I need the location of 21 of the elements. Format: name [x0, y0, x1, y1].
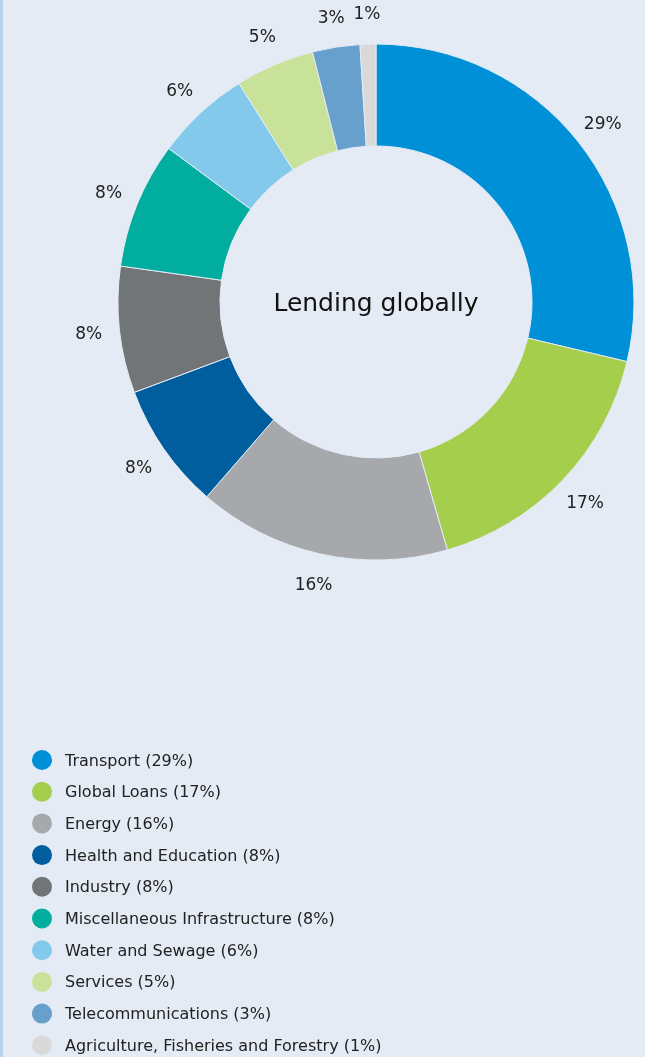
data-label: 17% — [566, 491, 604, 512]
legend-label: Global Loans (17%) — [65, 782, 221, 802]
data-label: 29% — [583, 112, 622, 133]
legend-label: Miscellaneous Infrastructure (8%) — [65, 909, 335, 928]
legend-label: Services (5%) — [65, 972, 176, 992]
data-label: 6% — [166, 79, 194, 100]
data-label: 16% — [294, 574, 333, 595]
legend-label: Energy (16%) — [65, 813, 175, 833]
legend-label: Industry (8%) — [65, 877, 174, 897]
legend-label: Telecommunications (3%) — [64, 1004, 272, 1024]
legend-label: Agriculture, Fisheries and Forestry (1%) — [65, 1035, 382, 1055]
data-label: 8% — [95, 182, 123, 203]
data-label: 5% — [248, 26, 276, 47]
data-label: 8% — [75, 323, 103, 344]
legend-label: Health and Education (8%) — [65, 845, 281, 865]
data-label: 1% — [353, 3, 381, 24]
legend-label: Transport (29%) — [64, 750, 194, 770]
data-label: 3% — [317, 6, 345, 27]
legend-label: Water and Sewage (6%) — [65, 940, 259, 960]
text: Lending globally — [273, 287, 479, 317]
data-label: 8% — [125, 456, 153, 477]
